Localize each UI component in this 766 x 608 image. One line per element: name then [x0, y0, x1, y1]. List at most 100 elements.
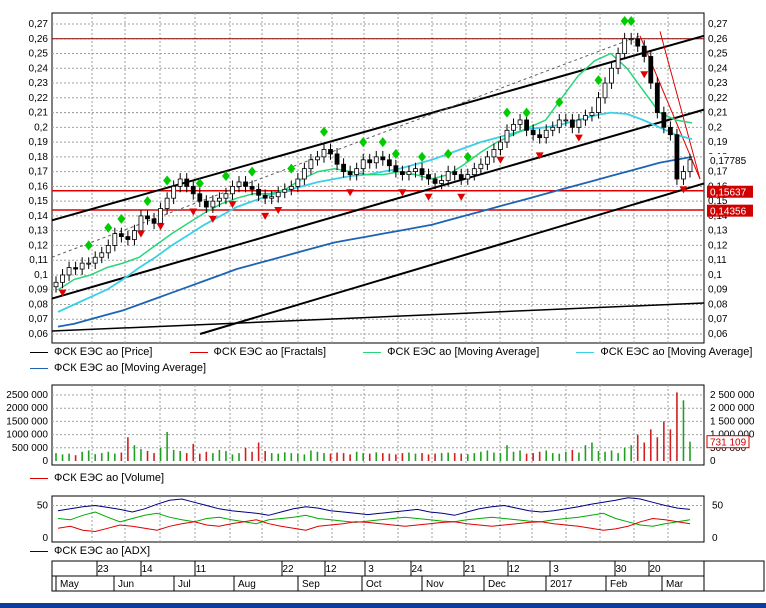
fractal-up-marker	[620, 16, 629, 27]
fractal-up-marker	[594, 75, 603, 86]
candle-body	[79, 262, 85, 270]
candle-body	[504, 129, 510, 143]
price-tick-right: 0,17	[708, 167, 728, 178]
candle-body	[687, 159, 693, 173]
candle-body	[171, 185, 177, 199]
day-label: 12	[325, 564, 337, 575]
candle-body	[641, 45, 647, 57]
fractal-up-marker	[163, 175, 172, 186]
time-axis: 23 14 11 22 12 3 24 21 12 3 30 20 May Jun Jul Aug Sep Oct…	[55, 561, 684, 591]
price-tick-left: 0,07	[29, 314, 49, 325]
price-level-label: 0,15637	[710, 188, 747, 199]
price-tick-left: 0,1	[34, 270, 48, 281]
candle-body	[530, 129, 536, 136]
adx-tick-right: 50	[712, 501, 724, 512]
fractal-down-marker	[228, 201, 237, 209]
candle-body	[465, 174, 471, 180]
price-tick-left: 0,17	[29, 167, 49, 178]
candle-body	[484, 156, 490, 165]
price-tick-left: 0,18	[29, 152, 49, 163]
fractal-up-marker	[522, 107, 531, 118]
candle-body	[73, 267, 79, 270]
trend-dashed-line	[51, 35, 641, 258]
price-tick-right: 0,2	[708, 122, 722, 133]
candle-body	[628, 38, 634, 41]
volume-tick-left: 2500 000	[6, 390, 48, 401]
price-value-labels: 0,17785 0,15637 0,14356	[707, 154, 753, 218]
candle-body	[177, 178, 183, 187]
volume-tick-left: 0	[42, 456, 48, 467]
fractal-down-marker	[346, 189, 355, 197]
legend-price: ФСК ЕЭС ао [Price]	[30, 346, 152, 358]
candle-body	[452, 171, 458, 175]
candle-body	[563, 119, 569, 122]
candle-body	[328, 149, 333, 155]
candle-body	[537, 134, 543, 139]
fractal-down-marker	[496, 156, 505, 164]
month-label: Sep	[302, 579, 320, 590]
volume-tick-left: 500 000	[12, 443, 49, 454]
volume-last-label: 731 109	[710, 438, 747, 449]
candle-body	[445, 171, 451, 181]
price-tick-right: 0,09	[708, 285, 728, 296]
candle-body	[321, 149, 327, 158]
candle-body	[386, 159, 392, 167]
candle-body	[164, 197, 170, 209]
price-tick-left: 0,14	[29, 211, 49, 222]
trend-channel-middle	[51, 108, 705, 300]
scroll-area[interactable]	[703, 560, 765, 592]
candle-body	[681, 171, 686, 180]
legend-ma2: ФСК ЕЭС ао [Moving Average]	[576, 346, 752, 358]
candle-body	[275, 191, 281, 198]
price-legend: ФСК ЕЭС ао [Price] ФСК ЕЭС ао [Fractals]…	[30, 346, 766, 358]
fractal-up-marker	[378, 137, 387, 148]
adx-gridlines	[52, 496, 704, 542]
price-tick-right: 0,06	[708, 329, 728, 340]
day-label: 30	[615, 564, 627, 575]
candle-body	[282, 188, 288, 193]
month-label: Nov	[426, 579, 444, 590]
price-tick-right: 0,27	[708, 19, 728, 30]
candle-body	[615, 53, 621, 69]
candle-body	[439, 180, 445, 184]
adx-line	[57, 497, 691, 516]
candle-body	[197, 193, 203, 202]
fractal-up-marker	[418, 151, 427, 162]
fractal-up-marker	[287, 163, 296, 174]
adx-panel-frame	[51, 495, 705, 543]
candle-body	[622, 38, 628, 54]
adx-tick-left: 0	[42, 533, 48, 544]
candle-body	[53, 281, 59, 288]
volume-tick-right: 1 500 000	[710, 416, 755, 427]
volume-last-badge	[706, 435, 750, 449]
price-level-badge	[707, 185, 753, 198]
candle-body	[354, 168, 360, 175]
candle-body	[301, 168, 307, 180]
volume-tick-left: 2000 000	[6, 403, 48, 414]
candle-body	[118, 233, 124, 237]
fractal-down-marker	[398, 189, 407, 197]
candle-body	[491, 149, 497, 158]
candle-body	[138, 215, 144, 232]
fractal-up-marker	[627, 16, 636, 27]
candle-body	[256, 188, 262, 196]
candle-body	[661, 112, 667, 128]
candle-body	[458, 174, 464, 180]
fractal-down-marker	[261, 212, 270, 220]
candle-body	[236, 181, 242, 187]
fractal-down-marker	[679, 186, 688, 194]
candle-body	[602, 82, 608, 99]
day-label: 24	[411, 564, 423, 575]
volume-tick-right: 2 000 000	[710, 403, 755, 414]
di-minus-line	[57, 517, 691, 533]
di-plus-line	[57, 511, 691, 527]
candle-body	[393, 165, 399, 173]
price-tick-right: 0,07	[708, 314, 728, 325]
fan-line-1	[659, 31, 701, 180]
candle-body	[498, 141, 503, 150]
price-tick-left: 0,19	[29, 137, 49, 148]
legend-fractals: ФСК ЕЭС ао [Fractals]	[189, 346, 326, 358]
price-tick-left: 0,09	[29, 285, 49, 296]
price-tick-left: 0,11	[29, 255, 48, 266]
